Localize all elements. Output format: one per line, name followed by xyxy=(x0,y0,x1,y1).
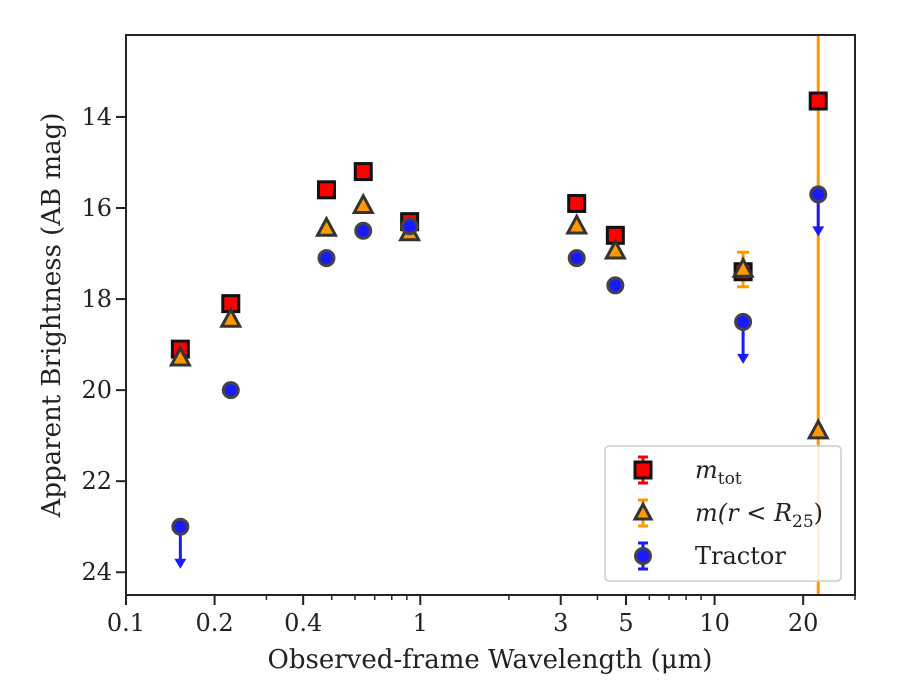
r25-point xyxy=(603,238,627,260)
x-tick-label: 0.4 xyxy=(284,609,322,637)
y-tick-label: 24 xyxy=(81,558,112,586)
x-axis-label: Observed-frame Wavelength (μm) xyxy=(268,645,713,675)
legend-marker xyxy=(633,460,653,480)
legend-label: Tractor xyxy=(695,542,786,570)
legend-marker xyxy=(634,547,652,565)
r25-point xyxy=(806,418,830,440)
r25-point xyxy=(168,345,192,367)
legend-box xyxy=(604,445,842,582)
y-tick-label: 18 xyxy=(81,285,112,313)
mtot-point xyxy=(353,162,373,182)
x-tick-label: 0.2 xyxy=(196,609,234,637)
legend-label: m(r < R25) xyxy=(695,499,823,532)
y-tick-label: 22 xyxy=(81,467,112,495)
tractor-point xyxy=(317,249,336,268)
x-tick-label: 5 xyxy=(618,609,633,637)
tractor-point xyxy=(567,249,586,268)
y-tick-label: 20 xyxy=(81,376,112,404)
y-tick-label: 14 xyxy=(81,103,112,131)
y-axis-label: Apparent Brightness (AB mag) xyxy=(37,113,67,519)
mtot-point xyxy=(808,91,828,111)
upper-limit-arrowhead xyxy=(812,226,825,237)
upper-limit-arrowhead xyxy=(174,558,187,569)
r25-point xyxy=(565,213,589,235)
data-layer xyxy=(168,35,830,595)
tractor-point xyxy=(354,221,373,240)
tractor-point xyxy=(809,185,828,204)
upper-limit-arrowhead xyxy=(737,353,750,364)
x-tick-label: 1 xyxy=(413,609,428,637)
plot-frame xyxy=(125,34,856,596)
tractor-point xyxy=(606,276,625,295)
y-tick-label: 16 xyxy=(81,194,112,222)
tractor-point xyxy=(734,312,753,331)
x-tick-label: 10 xyxy=(699,609,730,637)
mtot-point xyxy=(316,180,336,200)
legend-label: mtot xyxy=(695,456,742,489)
x-tick-label: 20 xyxy=(788,609,819,637)
legend-marker xyxy=(632,501,654,521)
x-tick-label: 0.1 xyxy=(107,609,145,637)
tractor-point xyxy=(221,381,240,400)
r25-point xyxy=(314,215,339,237)
r25-point xyxy=(731,256,755,278)
mtot-point xyxy=(567,193,587,213)
x-axis: 0.1 0.2 0.4 1 3 5 10 20 xyxy=(107,595,856,637)
tractor-point xyxy=(400,217,419,236)
y-axis: 14 16 18 20 22 24 xyxy=(81,103,126,586)
x-tick-label: 3 xyxy=(553,609,568,637)
r25-point xyxy=(351,192,375,214)
r25-point xyxy=(219,306,243,328)
tractor-point xyxy=(171,517,190,536)
legend: mtot m(r < R25) Tractor xyxy=(604,445,842,582)
